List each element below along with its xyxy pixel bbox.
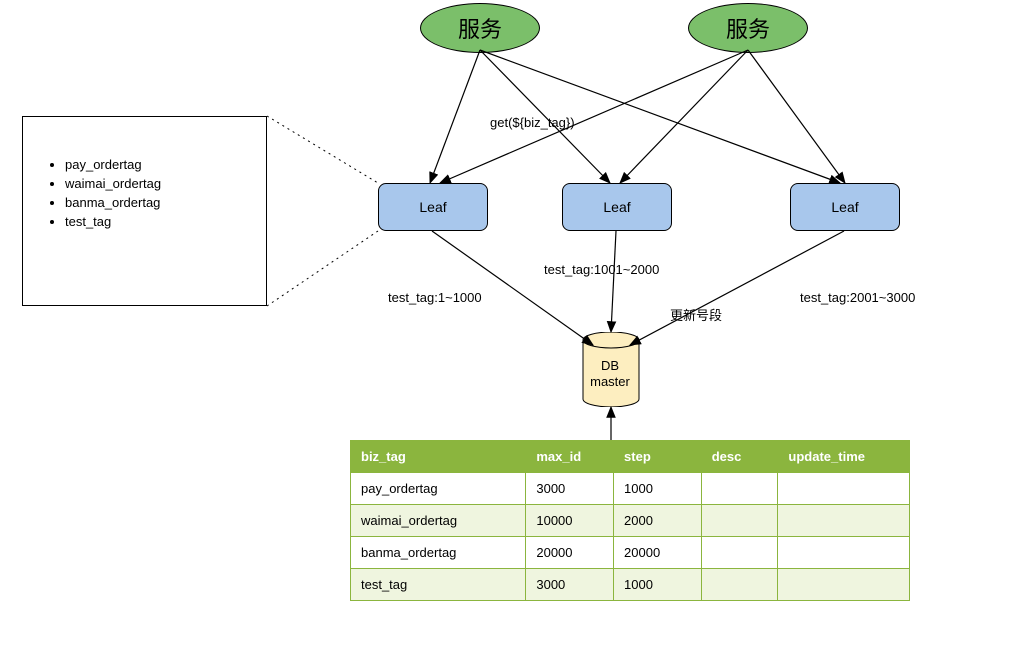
db-label-line2: master [590,374,630,389]
table-cell [701,537,778,569]
leaf-node-1: Leaf [562,183,672,231]
table-cell: pay_ordertag [351,473,526,505]
service-node-0: 服务 [420,3,540,53]
tag-list-box: pay_ordertag waimai_ordertag banma_orderta… [22,116,267,306]
tag-list-item: banma_ordertag [65,195,250,210]
db-label: DB master [581,358,639,389]
table-row: pay_ordertag30001000 [351,473,910,505]
tag-list-item: waimai_ordertag [65,176,250,191]
table-header-cell: desc [701,441,778,473]
table-header-row: biz_tagmax_idstepdescupdate_time [351,441,910,473]
table-cell: 1000 [614,473,702,505]
table-cell [701,473,778,505]
diagram-canvas: 服务 服务 Leaf Leaf Leaf DB master pay_order… [0,0,1013,648]
table-cell [701,505,778,537]
edge-label-update-segment: 更新号段 [670,305,722,324]
db-label-line1: DB [601,358,619,373]
edge-label-range-1: test_tag:1~1000 [388,290,482,305]
service-node-1: 服务 [688,3,808,53]
leaf-label-2: Leaf [831,199,858,215]
leaf-node-2: Leaf [790,183,900,231]
edge-label-range-3: test_tag:2001~3000 [800,290,915,305]
segment-table: biz_tagmax_idstepdescupdate_time pay_ord… [350,440,910,601]
table-cell: waimai_ordertag [351,505,526,537]
tag-list-item: test_tag [65,214,250,229]
table-cell [778,537,910,569]
table-cell: 20000 [614,537,702,569]
table-cell [778,569,910,601]
table-header-cell: max_id [526,441,614,473]
table-cell: 3000 [526,473,614,505]
leaf-label-0: Leaf [419,199,446,215]
edge-label-range-2: test_tag:1001~2000 [544,262,659,277]
table-cell: 1000 [614,569,702,601]
table-header-cell: step [614,441,702,473]
table-header-cell: biz_tag [351,441,526,473]
table-body: pay_ordertag30001000waimai_ordertag10000… [351,473,910,601]
table-cell [778,505,910,537]
tag-list-item: pay_ordertag [65,157,250,172]
table-cell [778,473,910,505]
service-label-1: 服务 [726,12,770,44]
table-cell: 2000 [614,505,702,537]
table-cell: 10000 [526,505,614,537]
edge-label-get-biz-tag: get(${biz_tag}) [490,115,575,130]
table-row: test_tag30001000 [351,569,910,601]
table-cell: banma_ordertag [351,537,526,569]
table-row: waimai_ordertag100002000 [351,505,910,537]
leaf-node-0: Leaf [378,183,488,231]
table-cell: 3000 [526,569,614,601]
leaf-label-1: Leaf [603,199,630,215]
table-cell: test_tag [351,569,526,601]
tag-list: pay_ordertag waimai_ordertag banma_orderta… [47,157,250,229]
table-header-cell: update_time [778,441,910,473]
service-label-0: 服务 [458,12,502,44]
table-cell: 20000 [526,537,614,569]
table-row: banma_ordertag2000020000 [351,537,910,569]
table-cell [701,569,778,601]
